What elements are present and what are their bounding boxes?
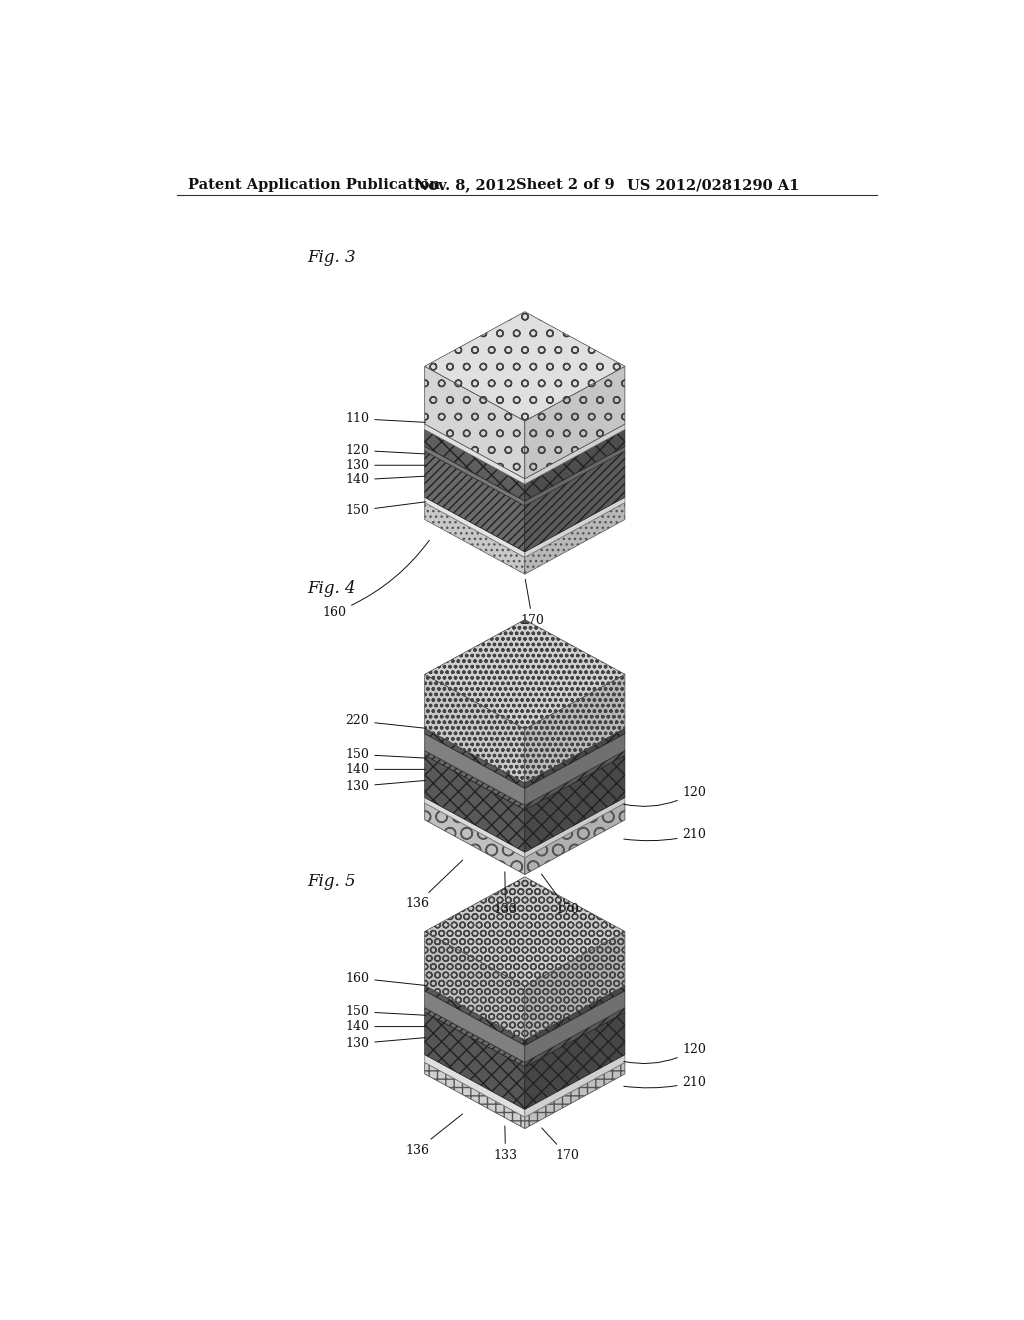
Polygon shape (425, 755, 524, 853)
Text: Fig. 5: Fig. 5 (307, 873, 356, 890)
Polygon shape (425, 751, 524, 810)
Text: 130: 130 (345, 459, 426, 471)
Text: 136: 136 (406, 861, 463, 911)
Text: 130: 130 (345, 780, 426, 793)
Polygon shape (425, 1012, 524, 1109)
Text: Fig. 3: Fig. 3 (307, 249, 356, 267)
Polygon shape (524, 503, 625, 574)
Text: 160: 160 (345, 972, 426, 986)
Text: 210: 210 (624, 829, 707, 841)
Text: 150: 150 (345, 748, 426, 760)
Polygon shape (425, 803, 524, 875)
Polygon shape (425, 932, 524, 1040)
Polygon shape (524, 803, 625, 875)
Polygon shape (524, 1012, 625, 1109)
Polygon shape (425, 503, 524, 574)
Text: Nov. 8, 2012: Nov. 8, 2012 (416, 178, 517, 193)
Polygon shape (524, 1055, 625, 1117)
Polygon shape (425, 985, 524, 1045)
Polygon shape (425, 424, 524, 484)
Text: 120: 120 (624, 1043, 707, 1064)
Text: Fig. 4: Fig. 4 (307, 581, 356, 598)
Text: 150: 150 (345, 1005, 426, 1018)
Polygon shape (425, 675, 524, 783)
Text: US 2012/0281290 A1: US 2012/0281290 A1 (628, 178, 800, 193)
Text: 133: 133 (494, 871, 517, 916)
Polygon shape (524, 367, 625, 479)
Text: 133: 133 (494, 1126, 517, 1162)
Text: Patent Application Publication: Patent Application Publication (188, 178, 440, 193)
Polygon shape (524, 755, 625, 853)
Text: 220: 220 (345, 714, 426, 729)
Polygon shape (524, 729, 625, 788)
Polygon shape (425, 312, 625, 421)
Polygon shape (425, 451, 524, 552)
Text: 136: 136 (406, 1114, 463, 1156)
Polygon shape (425, 498, 524, 557)
Polygon shape (425, 619, 625, 729)
Polygon shape (425, 797, 524, 858)
Polygon shape (524, 429, 625, 502)
Polygon shape (524, 424, 625, 484)
Polygon shape (425, 1007, 524, 1067)
Text: 170: 170 (542, 874, 580, 916)
Polygon shape (425, 367, 524, 479)
Text: 210: 210 (624, 1076, 707, 1089)
Text: 140: 140 (345, 474, 426, 486)
Polygon shape (524, 1007, 625, 1067)
Polygon shape (524, 451, 625, 552)
Polygon shape (425, 991, 524, 1063)
Text: 140: 140 (345, 1020, 426, 1034)
Text: 140: 140 (345, 763, 426, 776)
Polygon shape (524, 734, 625, 805)
Text: 170: 170 (520, 579, 545, 627)
Polygon shape (425, 876, 625, 986)
Text: 160: 160 (323, 540, 429, 619)
Polygon shape (524, 446, 625, 506)
Polygon shape (524, 675, 625, 783)
Polygon shape (524, 1063, 625, 1129)
Polygon shape (425, 1063, 524, 1129)
Text: 150: 150 (345, 502, 426, 517)
Polygon shape (524, 797, 625, 858)
Polygon shape (524, 991, 625, 1063)
Text: 120: 120 (345, 444, 426, 457)
Text: 170: 170 (542, 1127, 580, 1162)
Polygon shape (425, 734, 524, 805)
Polygon shape (425, 429, 524, 502)
Text: Sheet 2 of 9: Sheet 2 of 9 (515, 178, 614, 193)
Polygon shape (425, 1055, 524, 1117)
Text: 130: 130 (345, 1038, 426, 1049)
Text: 110: 110 (345, 412, 426, 425)
Text: 120: 120 (624, 785, 707, 807)
Polygon shape (425, 729, 524, 788)
Polygon shape (425, 446, 524, 506)
Polygon shape (524, 985, 625, 1045)
Polygon shape (524, 932, 625, 1040)
Polygon shape (524, 751, 625, 810)
Polygon shape (524, 498, 625, 557)
